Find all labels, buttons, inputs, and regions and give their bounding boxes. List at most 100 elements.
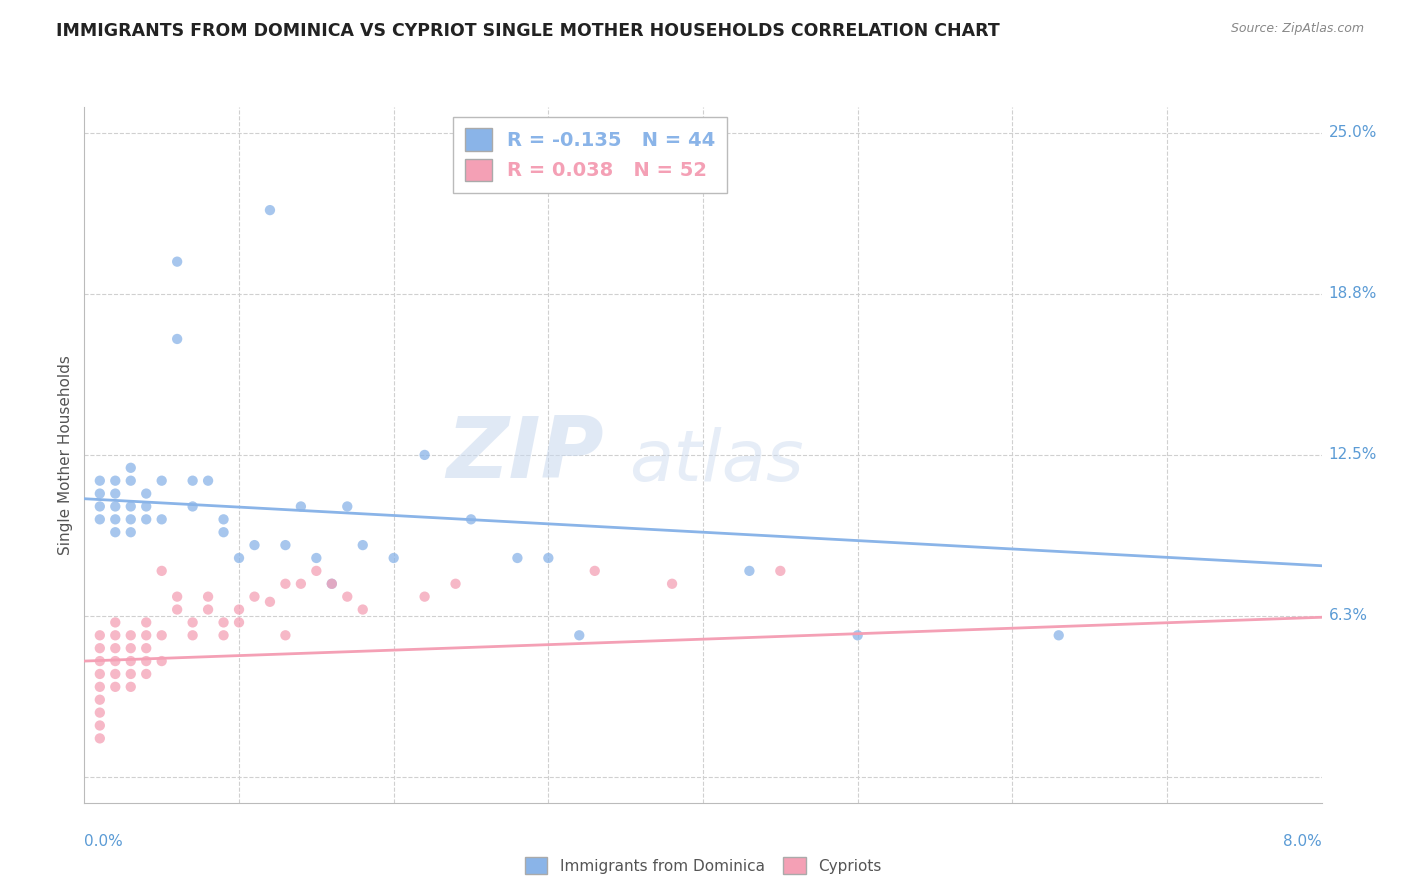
Text: 25.0%: 25.0% [1329, 125, 1376, 140]
Text: atlas: atlas [628, 427, 803, 496]
Point [274, 576, 297, 591]
Point [120, 460, 142, 475]
Point [738, 564, 761, 578]
Point [181, 628, 204, 642]
Point [352, 538, 374, 552]
Point [197, 474, 219, 488]
Point [537, 551, 560, 566]
Point [846, 628, 869, 642]
Point [305, 564, 328, 578]
Point [506, 551, 529, 566]
Point [135, 615, 157, 630]
Point [104, 474, 127, 488]
Point [212, 615, 235, 630]
Point [413, 590, 436, 604]
Point [460, 512, 482, 526]
Point [166, 590, 188, 604]
Point [104, 667, 127, 681]
Point [120, 667, 142, 681]
Point [212, 628, 235, 642]
Point [150, 564, 173, 578]
Point [228, 615, 250, 630]
Point [166, 254, 188, 268]
Point [89, 512, 111, 526]
Point [104, 615, 127, 630]
Point [150, 512, 173, 526]
Point [89, 628, 111, 642]
Point [382, 551, 405, 566]
Point [89, 667, 111, 681]
Point [336, 590, 359, 604]
Point [150, 474, 173, 488]
Point [104, 680, 127, 694]
Point [197, 602, 219, 616]
Point [243, 538, 266, 552]
Point [197, 590, 219, 604]
Point [104, 486, 127, 500]
Point [120, 641, 142, 656]
Point [120, 512, 142, 526]
Point [89, 731, 111, 746]
Point [104, 641, 127, 656]
Point [166, 332, 188, 346]
Point [181, 615, 204, 630]
Point [336, 500, 359, 514]
Point [228, 602, 250, 616]
Point [228, 551, 250, 566]
Point [89, 486, 111, 500]
Point [181, 500, 204, 514]
Point [290, 500, 312, 514]
Text: 6.3%: 6.3% [1329, 608, 1368, 624]
Point [135, 654, 157, 668]
Point [89, 706, 111, 720]
Point [661, 576, 683, 591]
Point [104, 512, 127, 526]
Point [321, 576, 343, 591]
Point [120, 474, 142, 488]
Legend: Immigrants from Dominica, Cypriots: Immigrants from Dominica, Cypriots [519, 851, 887, 880]
Point [290, 576, 312, 591]
Y-axis label: Single Mother Households: Single Mother Households [58, 355, 73, 555]
Text: 8.0%: 8.0% [1282, 834, 1322, 849]
Point [135, 667, 157, 681]
Point [150, 628, 173, 642]
Point [89, 692, 111, 706]
Point [305, 551, 328, 566]
Point [769, 564, 792, 578]
Point [89, 641, 111, 656]
Point [135, 628, 157, 642]
Point [212, 512, 235, 526]
Point [104, 525, 127, 540]
Point [135, 500, 157, 514]
Point [135, 486, 157, 500]
Point [135, 512, 157, 526]
Text: ZIP: ZIP [446, 413, 605, 497]
Point [274, 628, 297, 642]
Point [1047, 628, 1070, 642]
Point [259, 203, 281, 218]
Point [259, 595, 281, 609]
Point [444, 576, 467, 591]
Point [120, 628, 142, 642]
Point [274, 538, 297, 552]
Point [120, 654, 142, 668]
Point [150, 654, 173, 668]
Point [89, 500, 111, 514]
Point [104, 654, 127, 668]
Point [120, 680, 142, 694]
Point [321, 576, 343, 591]
Point [89, 474, 111, 488]
Point [583, 564, 606, 578]
Text: 0.0%: 0.0% [84, 834, 124, 849]
Text: Source: ZipAtlas.com: Source: ZipAtlas.com [1230, 22, 1364, 36]
Legend: R = -0.135   N = 44, R = 0.038   N = 52: R = -0.135 N = 44, R = 0.038 N = 52 [453, 117, 727, 193]
Point [104, 500, 127, 514]
Point [89, 654, 111, 668]
Point [166, 602, 188, 616]
Point [89, 680, 111, 694]
Text: IMMIGRANTS FROM DOMINICA VS CYPRIOT SINGLE MOTHER HOUSEHOLDS CORRELATION CHART: IMMIGRANTS FROM DOMINICA VS CYPRIOT SING… [56, 22, 1000, 40]
Point [568, 628, 591, 642]
Point [212, 525, 235, 540]
Point [243, 590, 266, 604]
Point [120, 525, 142, 540]
